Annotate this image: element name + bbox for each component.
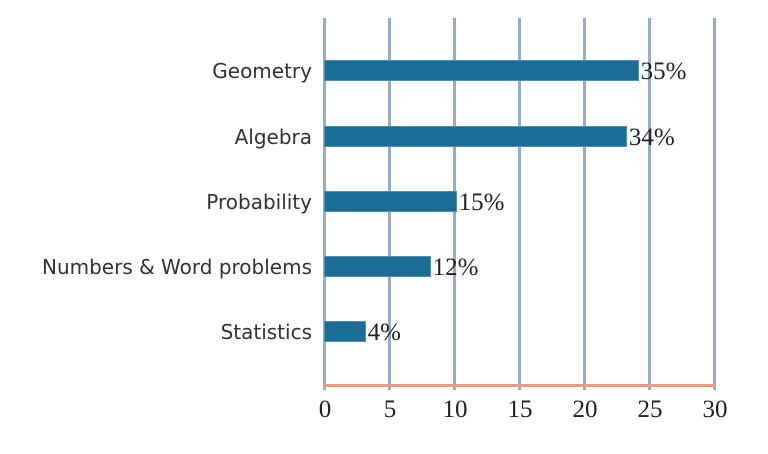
x-tick-label: 30	[702, 396, 728, 423]
bar	[324, 126, 627, 147]
gridline	[648, 18, 651, 390]
category-label: Geometry	[212, 59, 312, 83]
data-label: 12%	[432, 254, 479, 281]
x-tick-label: 25	[637, 396, 663, 423]
data-label: 35%	[640, 58, 687, 85]
x-tick-label: 15	[507, 396, 533, 423]
x-tick-label: 20	[572, 396, 598, 423]
category-label: Probability	[206, 190, 312, 214]
category-label: Numbers & Word problems	[41, 255, 312, 279]
x-axis-line	[323, 384, 716, 387]
bar	[324, 321, 366, 342]
x-tick-label: 10	[442, 396, 468, 423]
bar	[324, 60, 639, 81]
data-label: 15%	[458, 189, 505, 216]
data-label: 34%	[628, 124, 675, 151]
x-tick-label: 0	[318, 396, 332, 423]
gridline	[518, 18, 521, 390]
gridline	[713, 18, 716, 390]
x-tick-label: 5	[383, 396, 397, 423]
category-label: Algebra	[234, 125, 312, 149]
data-label: 4%	[367, 319, 401, 346]
bar	[324, 191, 457, 212]
gridline	[583, 18, 586, 390]
category-label: Statistics	[220, 320, 312, 344]
bar	[324, 256, 431, 277]
